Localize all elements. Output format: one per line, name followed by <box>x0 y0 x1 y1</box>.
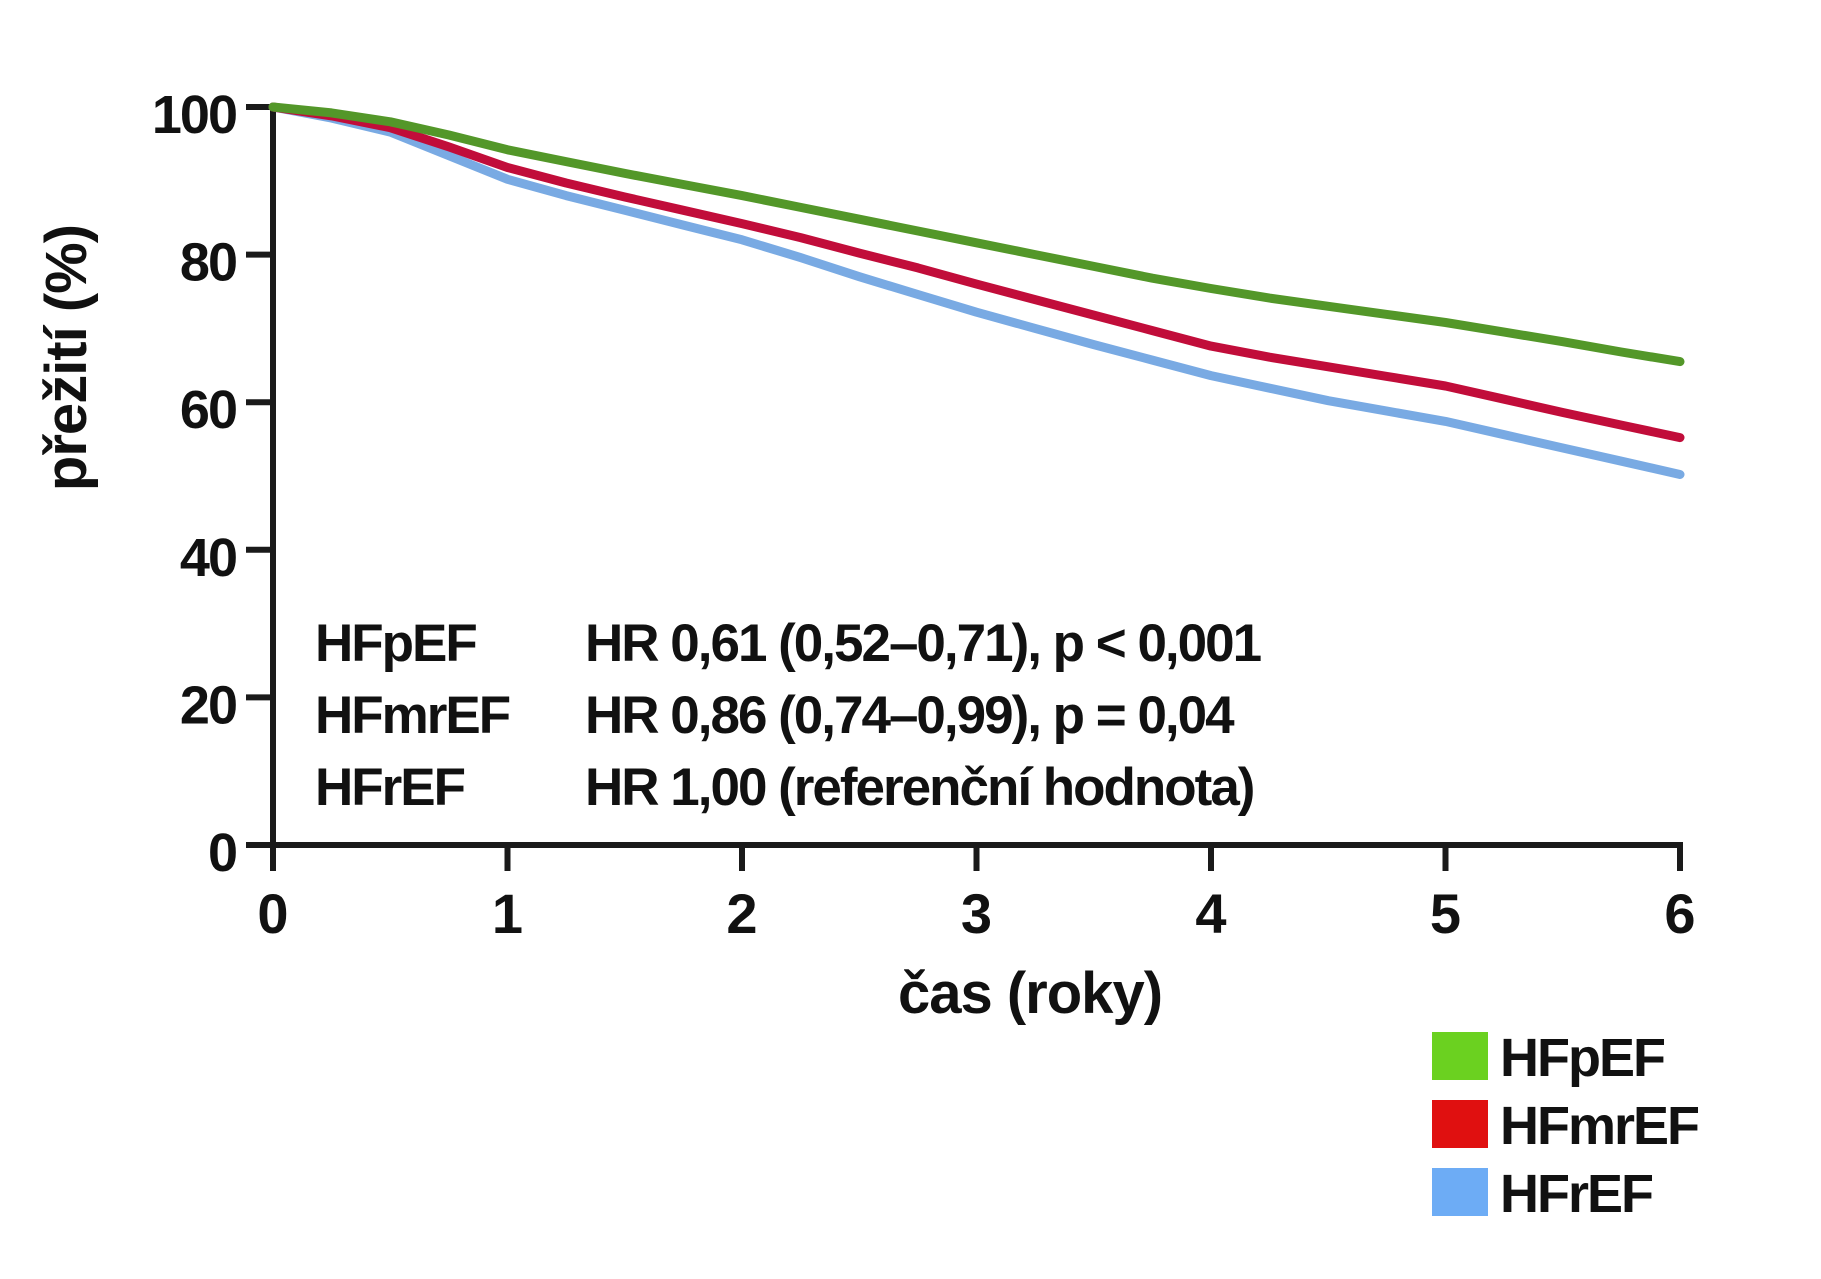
series-lines <box>268 102 1685 479</box>
series-line-hfmref <box>268 102 1685 443</box>
y-tick-label: 80 <box>180 233 236 293</box>
legend-swatch-hfpef <box>1432 1032 1488 1080</box>
y-tick-label: 100 <box>152 85 236 145</box>
legend-swatch-hfmref <box>1432 1100 1488 1148</box>
x-tick-label: 5 <box>1430 882 1461 945</box>
y-tick-label: 40 <box>180 528 236 588</box>
x-tick-label: 4 <box>1195 882 1226 945</box>
y-tick-label: 20 <box>180 675 236 735</box>
annotation-text-hfpef: HR 0,61 (0,52–0,71), p < 0,001 <box>585 614 1261 673</box>
annotation-text-hfref: HR 1,00 (referenční hodnota) <box>585 758 1254 817</box>
legend-swatch-hfref <box>1432 1168 1488 1216</box>
x-tick-label: 0 <box>257 882 288 945</box>
legend-label-hfmref: HFmrEF <box>1500 1096 1699 1156</box>
hr-annotation: HFpEF HR 0,61 (0,52–0,71), p < 0,001 HFm… <box>315 614 1263 817</box>
annotation-label-hfpef: HFpEF <box>315 614 476 673</box>
annotation-label-hfmref: HFmrEF <box>315 686 510 745</box>
y-tick-label: 0 <box>208 823 236 883</box>
series-line-hfref <box>268 102 1685 479</box>
x-tick-label: 6 <box>1664 882 1695 945</box>
annotation-text-hfmref: HR 0,86 (0,74–0,99), p = 0,04 <box>585 686 1235 745</box>
x-tick-label: 1 <box>492 882 523 945</box>
y-tick-label: 60 <box>180 380 236 440</box>
legend: HFpEF HFmrEF HFrEF <box>1432 1028 1701 1224</box>
y-axis-title: přežití (%) <box>34 225 99 491</box>
series-line-hfpef <box>268 102 1685 367</box>
x-axis-title: čas (roky) <box>898 961 1162 1026</box>
x-tick-label: 3 <box>961 882 992 945</box>
legend-label-hfref: HFrEF <box>1500 1164 1653 1224</box>
legend-label-hfpef: HFpEF <box>1500 1028 1665 1088</box>
annotation-label-hfref: HFrEF <box>315 758 465 817</box>
x-tick-label: 2 <box>726 882 757 945</box>
